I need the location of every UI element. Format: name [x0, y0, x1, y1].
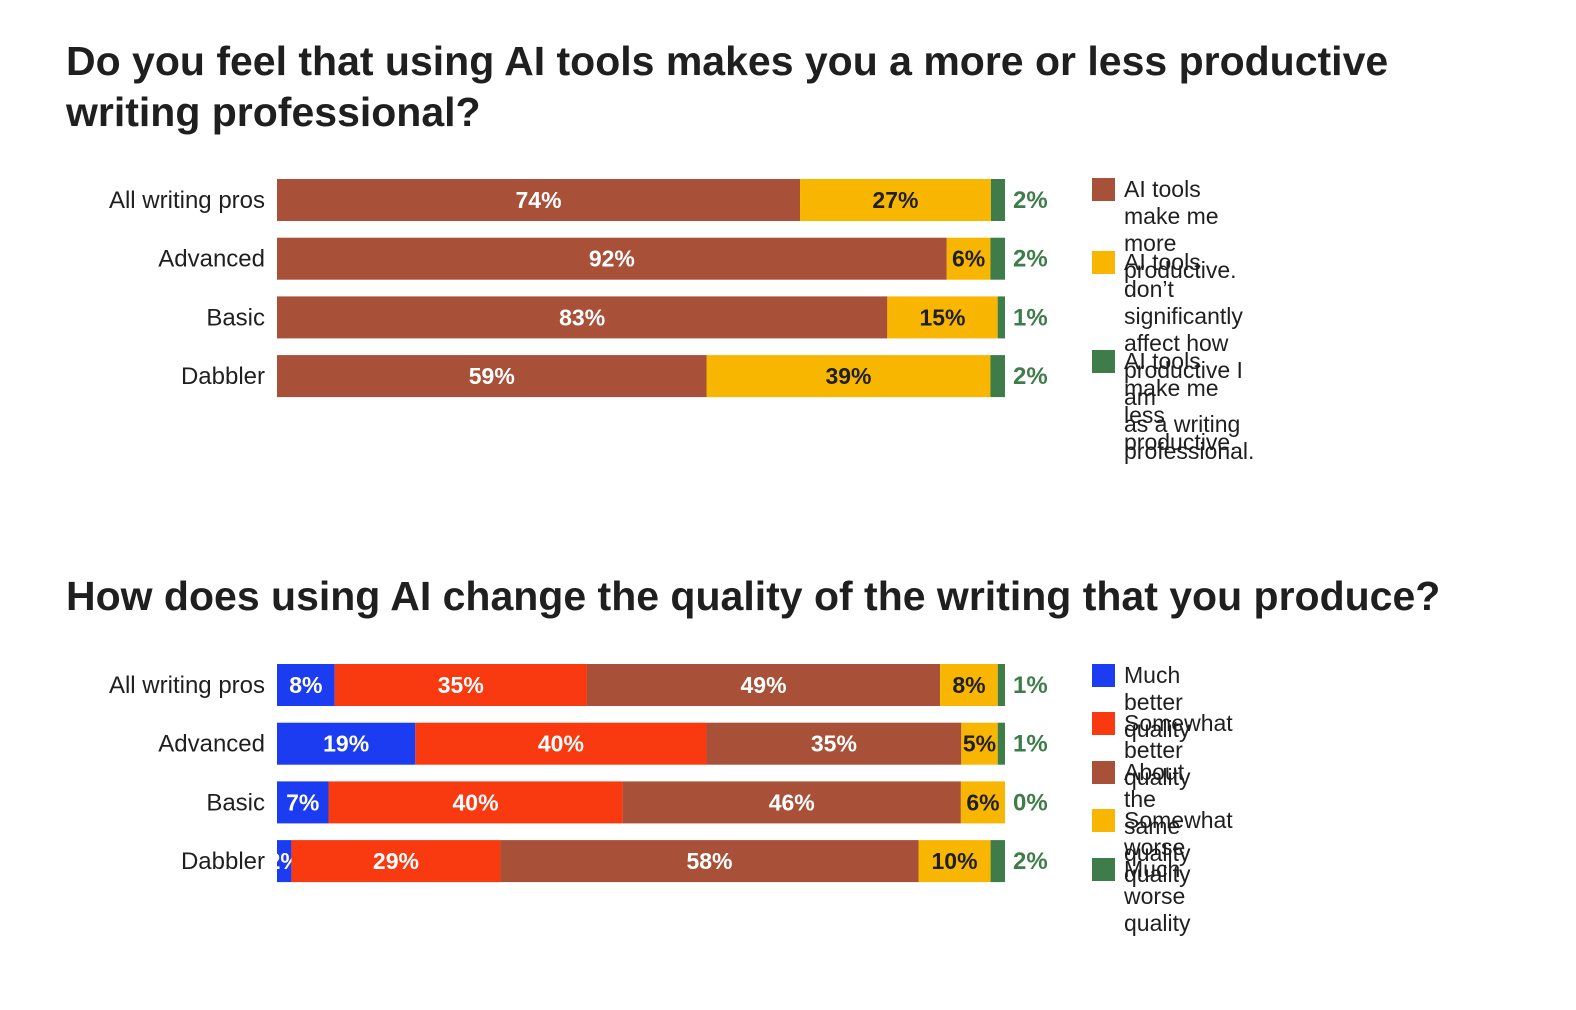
- bar-segment-all-writing-pros-ai-tools-make-me-more-productive: [277, 179, 801, 221]
- data-label-advanced-somewhat-worse-quality: 5%: [963, 731, 996, 757]
- category-label-advanced: Advanced: [158, 731, 265, 758]
- data-label-basic-ai-tools-make-me-more-productive: 83%: [559, 304, 605, 330]
- bar-segment-basic-about-the-same-quality: [622, 781, 961, 824]
- category-label-advanced: Advanced: [158, 246, 265, 273]
- data-label-advanced-ai-tools-make-me-more-productive: 92%: [589, 246, 635, 272]
- bar-segment-advanced-somewhat-better-quality: [415, 722, 707, 765]
- legend-item-label: Somewhat better quality: [1124, 710, 1233, 790]
- legend-swatch-icon: [1092, 761, 1115, 784]
- data-label-advanced-ai-tools-make-me-less-productive: 2%: [1013, 246, 1048, 273]
- data-label-basic-somewhat-better-quality: 40%: [453, 789, 499, 815]
- bar-segment-all-writing-pros-about-the-same-quality: [586, 664, 941, 706]
- legend-productivity: AI tools make me more productive. AI too…: [1092, 176, 1452, 464]
- legend-item-label: Much worse quality: [1124, 856, 1191, 936]
- legend-swatch-icon: [1092, 178, 1115, 201]
- data-label-advanced-much-better-quality: 19%: [323, 731, 369, 757]
- legend-swatch-icon: [1092, 350, 1115, 373]
- bar-segment-dabbler-ai-tools-make-me-more-productive: [277, 355, 707, 398]
- bar-segment-basic-much-better-quality: [277, 781, 329, 824]
- data-label-all-writing-pros-somewhat-better-quality: 35%: [438, 672, 484, 698]
- data-label-advanced-somewhat-better-quality: 40%: [538, 731, 584, 757]
- category-label-dabbler: Dabbler: [181, 848, 265, 875]
- data-label-dabbler-ai-tools-make-me-less-productive: 2%: [1013, 363, 1048, 390]
- bar-segment-dabbler-about-the-same-quality: [500, 840, 919, 883]
- bar-segment-basic-ai-tools-don-t-significantly-affect-how-productive-i-am-as-a-writing-professional: [887, 296, 998, 339]
- legend-quality: Much better quality Somewhat better qual…: [1092, 662, 1452, 936]
- data-label-basic-much-better-quality: 7%: [286, 789, 319, 815]
- bar-segment-dabbler-much-worse-quality: [990, 840, 1005, 883]
- chart-title-quality: How does using AI change the quality of …: [66, 573, 1441, 619]
- data-label-basic-much-worse-quality: 0%: [1013, 789, 1048, 816]
- chart-title-productivity: Do you feel that using AI tools makes yo…: [66, 38, 1389, 135]
- data-label-all-writing-pros-ai-tools-make-me-more-productive: 74%: [515, 187, 561, 213]
- bar-segment-dabbler-ai-tools-make-me-less-productive: [990, 355, 1005, 398]
- legend-item-label: AI tools don’t significantly affect how …: [1124, 249, 1255, 464]
- legend-swatch-icon: [1092, 664, 1115, 687]
- bar-segment-all-writing-pros-much-better-quality: [277, 664, 335, 706]
- category-label-all-writing-pros: All writing pros: [109, 672, 265, 699]
- bar-segment-all-writing-pros-much-worse-quality: [997, 664, 1005, 706]
- category-label-all-writing-pros: All writing pros: [109, 187, 265, 214]
- data-label-all-writing-pros-ai-tools-don-t-significantly-affect-how-productive-i-am-as-a-writing-professional: 27%: [872, 187, 918, 213]
- data-label-all-writing-pros-much-better-quality: 8%: [289, 672, 322, 698]
- bar-segment-all-writing-pros-somewhat-worse-quality: [940, 664, 998, 706]
- legend-item-label: About the same quality: [1124, 759, 1191, 866]
- legend-swatch-icon: [1092, 251, 1115, 274]
- legend-item-label: AI tools make me more productive.: [1124, 176, 1237, 283]
- category-label-basic: Basic: [206, 304, 265, 331]
- bar-segment-dabbler-somewhat-better-quality: [291, 840, 501, 883]
- legend-swatch-icon: [1092, 809, 1115, 832]
- bar-segment-dabbler-ai-tools-don-t-significantly-affect-how-productive-i-am-as-a-writing-professional: [706, 355, 991, 398]
- data-label-advanced-much-worse-quality: 1%: [1013, 731, 1048, 758]
- data-label-dabbler-somewhat-worse-quality: 10%: [932, 848, 978, 874]
- data-label-all-writing-pros-about-the-same-quality: 49%: [741, 672, 787, 698]
- legend-item-label: Somewhat worse quality: [1124, 807, 1233, 887]
- data-label-all-writing-pros-somewhat-worse-quality: 8%: [952, 672, 985, 698]
- bar-segment-advanced-much-better-quality: [277, 722, 416, 765]
- category-label-dabbler: Dabbler: [181, 363, 265, 390]
- legend-swatch-icon: [1092, 712, 1115, 735]
- bar-segment-all-writing-pros-somewhat-better-quality: [334, 664, 587, 706]
- data-label-dabbler-about-the-same-quality: 58%: [686, 848, 732, 874]
- bar-segment-basic-ai-tools-make-me-more-productive: [277, 296, 888, 339]
- bar-segment-dabbler-somewhat-worse-quality: [918, 840, 991, 883]
- data-label-dabbler-somewhat-better-quality: 29%: [373, 848, 419, 874]
- bar-segment-advanced-about-the-same-quality: [706, 722, 962, 765]
- bar-segment-advanced-somewhat-worse-quality: [961, 722, 998, 765]
- bar-segment-advanced-much-worse-quality: [997, 722, 1005, 765]
- bar-segment-basic-somewhat-worse-quality: [960, 781, 1005, 824]
- data-label-all-writing-pros-ai-tools-make-me-less-productive: 2%: [1013, 187, 1048, 214]
- data-label-basic-ai-tools-don-t-significantly-affect-how-productive-i-am-as-a-writing-professional: 15%: [919, 304, 965, 330]
- bar-segment-dabbler-much-better-quality: [277, 840, 292, 883]
- bar-segment-advanced-ai-tools-make-me-more-productive: [277, 237, 947, 280]
- data-label-dabbler-much-worse-quality: 2%: [1013, 848, 1048, 875]
- data-label-advanced-ai-tools-don-t-significantly-affect-how-productive-i-am-as-a-writing-professional: 6%: [952, 246, 985, 272]
- bar-segment-all-writing-pros-ai-tools-don-t-significantly-affect-how-productive-i-am-as-a-writing-professional: [800, 179, 991, 221]
- category-label-basic: Basic: [206, 789, 265, 816]
- data-label-dabbler-ai-tools-don-t-significantly-affect-how-productive-i-am-as-a-writing-professional: 39%: [825, 363, 871, 389]
- legend-swatch-icon: [1092, 858, 1115, 881]
- bar-segment-advanced-ai-tools-make-me-less-productive: [990, 237, 1005, 280]
- data-label-all-writing-pros-much-worse-quality: 1%: [1013, 672, 1048, 699]
- data-label-basic-ai-tools-make-me-less-productive: 1%: [1013, 304, 1048, 331]
- bar-segment-all-writing-pros-ai-tools-make-me-less-productive: [990, 179, 1005, 221]
- data-label-basic-about-the-same-quality: 46%: [769, 789, 815, 815]
- bar-segment-advanced-ai-tools-don-t-significantly-affect-how-productive-i-am-as-a-writing-professional: [946, 237, 991, 280]
- data-label-basic-somewhat-worse-quality: 6%: [966, 789, 999, 815]
- legend-item-label: AI tools make me less productive.: [1124, 348, 1237, 455]
- bar-segment-basic-ai-tools-make-me-less-productive: [997, 296, 1005, 339]
- data-label-advanced-about-the-same-quality: 35%: [811, 731, 857, 757]
- bar-segment-basic-somewhat-better-quality: [328, 781, 623, 824]
- legend-item-label: Much better quality: [1124, 662, 1191, 742]
- data-label-dabbler-ai-tools-make-me-more-productive: 59%: [469, 363, 515, 389]
